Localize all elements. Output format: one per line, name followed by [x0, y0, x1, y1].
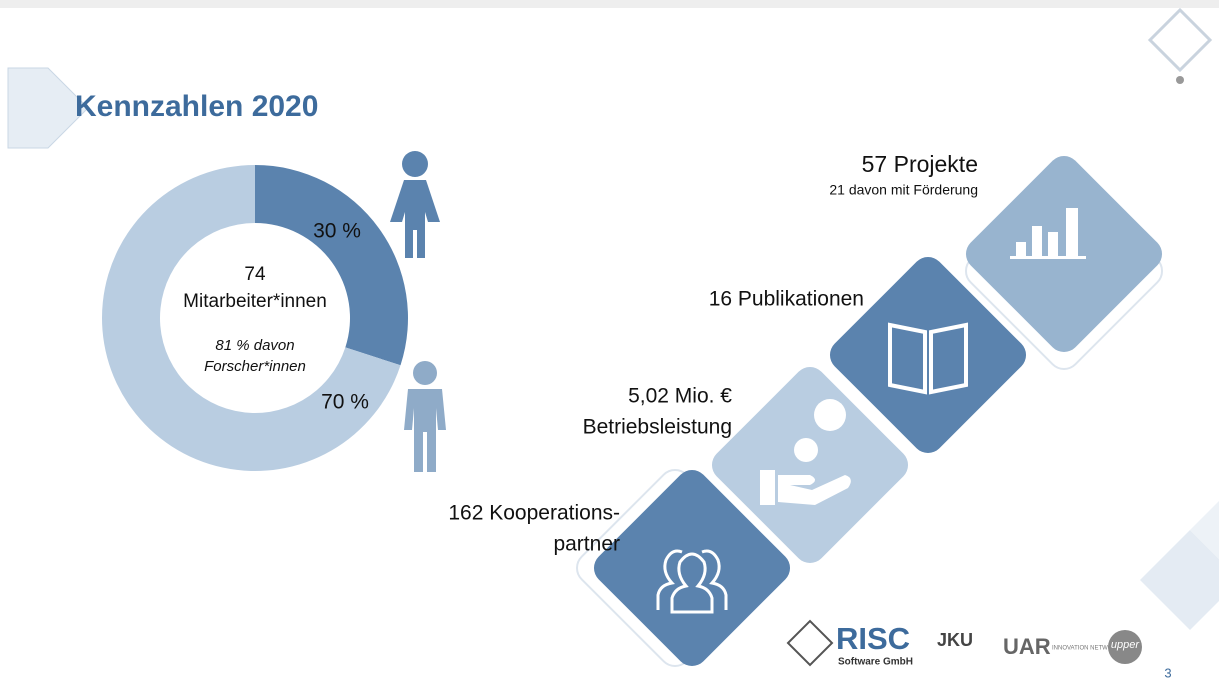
partner-logo: JKU	[937, 630, 973, 650]
diamond-kooperation	[576, 468, 791, 668]
donut-segment	[102, 165, 401, 471]
partner-sub: INNOVATION NETWORK	[1052, 646, 1121, 652]
stat-label: Betriebsleistung	[583, 416, 732, 439]
logo-text: RISC	[836, 621, 910, 656]
top-bar	[0, 0, 1219, 8]
diamond-projekte	[964, 155, 1164, 370]
stat-label: 16 Publikationen	[709, 288, 864, 311]
deco-diamond	[1190, 501, 1219, 559]
donut-segment	[255, 165, 408, 366]
man-icon	[404, 361, 446, 472]
center-number: 74	[244, 264, 266, 285]
donut-chart	[102, 165, 408, 471]
stat-label: 57 Projekte	[862, 151, 978, 177]
corner-dot	[1176, 76, 1184, 84]
partner-logo: UAR	[1003, 634, 1051, 659]
stat-label: 162 Kooperations-	[448, 502, 620, 525]
diamond-publikationen	[829, 256, 1027, 454]
deco-diamond	[7, 67, 89, 149]
partner-logo: upper	[1111, 639, 1140, 651]
page-number: 3	[1164, 665, 1171, 680]
stat-note: 21 davon mit Förderung	[829, 182, 978, 198]
stat-label: 5,02 Mio. €	[628, 385, 732, 408]
center-note: 81 % davon	[215, 337, 294, 354]
woman-icon	[390, 151, 440, 258]
value-label: 30 %	[313, 220, 361, 243]
stat-label: partner	[553, 533, 620, 556]
value-label: 70 %	[321, 391, 369, 414]
diamond-betrieb	[711, 366, 909, 564]
deco-diamond	[1140, 530, 1219, 630]
upper-circle	[1108, 630, 1142, 664]
risc-mark	[786, 619, 834, 667]
center-label: Mitarbeiter*innen	[183, 291, 327, 312]
logo-sub: Software GmbH	[838, 657, 913, 668]
corner-logo	[1147, 7, 1213, 73]
center-note: Forscher*innen	[204, 358, 306, 375]
slide-title: Kennzahlen 2020	[75, 90, 318, 123]
